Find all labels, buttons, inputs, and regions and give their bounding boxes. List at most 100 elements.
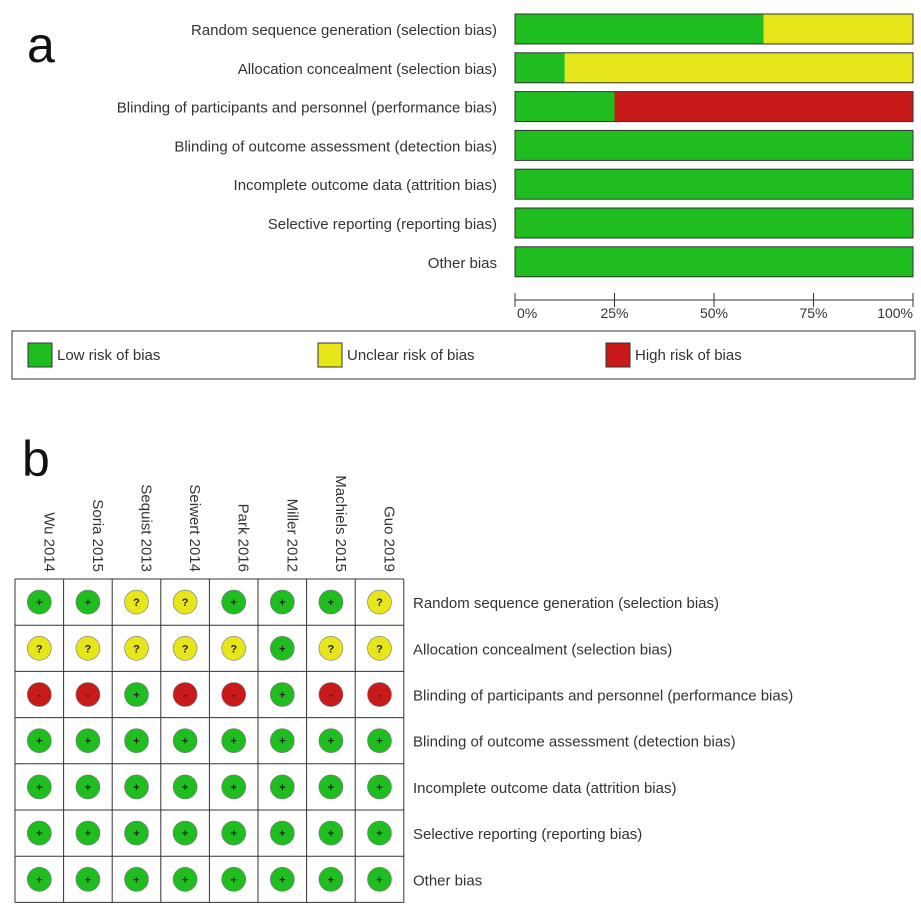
judgement-low	[26, 774, 52, 800]
judgement-symbol: ?	[36, 643, 43, 655]
study-label: Soria 2015	[89, 499, 106, 572]
judgement-low	[221, 774, 246, 800]
judgement-low	[26, 728, 52, 754]
domain-label: Random sequence generation (selection bi…	[413, 595, 719, 612]
bar-outline	[514, 52, 914, 84]
judgement-symbol: +	[376, 782, 382, 794]
judgement-symbol: +	[376, 736, 382, 748]
judgement-symbol: +	[279, 643, 285, 655]
judgement-symbol: ?	[182, 597, 189, 609]
judgement-low	[269, 682, 295, 707]
judgement-unclear	[124, 589, 149, 615]
domain-label: Blinding of participants and personnel (…	[413, 688, 793, 705]
judgement-low	[367, 820, 392, 846]
judgement-high	[221, 682, 246, 707]
judgement-symbol: +	[133, 736, 139, 748]
bar-segment-low	[515, 14, 764, 44]
judgement-symbol: ?	[133, 597, 140, 609]
judgement-low	[367, 866, 392, 892]
judgement-symbol: +	[133, 874, 139, 886]
bar-outline	[514, 246, 914, 278]
judgement-low	[221, 728, 246, 754]
judgement-symbol: -	[378, 690, 382, 702]
judgement-low	[269, 589, 295, 615]
x-tick-label: 100%	[877, 305, 913, 321]
study-label: Machiels 2015	[332, 475, 349, 572]
judgement-low	[26, 589, 52, 615]
judgement-low	[318, 728, 344, 754]
category-label: Allocation concealment (selection bias)	[238, 61, 497, 78]
judgement-symbol: +	[133, 828, 139, 840]
judgement-symbol: +	[36, 782, 42, 794]
judgement-symbol: +	[85, 736, 91, 748]
judgement-high	[367, 682, 392, 707]
bar-segment-low	[515, 246, 913, 277]
judgement-symbol: ?	[376, 643, 383, 655]
category-label: Blinding of participants and personnel (…	[117, 100, 497, 117]
judgement-high	[75, 682, 101, 707]
judgement-symbol: +	[230, 874, 236, 886]
judgement-symbol: +	[279, 736, 285, 748]
bar-segment-unclear	[564, 52, 913, 83]
x-tick-label: 50%	[700, 305, 728, 321]
judgement-symbol: +	[328, 874, 334, 886]
judgement-low	[124, 728, 149, 754]
bar-outline	[514, 129, 914, 161]
bar-segment-high	[614, 91, 913, 122]
judgement-low	[172, 866, 198, 892]
judgement-symbol: ?	[230, 643, 237, 655]
judgement-symbol: ?	[85, 643, 92, 655]
judgement-low	[26, 820, 52, 846]
risk-of-bias-graph-table: b Wu 2014 Soria 2015 Sequist 2013 Seiwert 2…	[14, 431, 793, 903]
legend: Low risk of bias Unclear risk of bias High…	[11, 330, 916, 380]
judgement-low	[75, 728, 101, 754]
judgement-symbol: +	[182, 782, 188, 794]
judgement-symbol: +	[36, 874, 42, 886]
bar-outline	[514, 207, 914, 239]
judgement-low	[75, 866, 101, 892]
x-tick-label: 25%	[600, 305, 628, 321]
judgement-low	[124, 866, 149, 892]
judgement-unclear	[75, 635, 101, 661]
judgement-symbol: +	[182, 736, 188, 748]
judgement-low	[172, 774, 198, 800]
judgement-symbol: +	[279, 690, 285, 702]
domain-label: Allocation concealment (selection bias)	[413, 641, 672, 658]
judgement-unclear	[318, 635, 344, 661]
bar-segment-low	[515, 52, 565, 83]
judgement-symbol: +	[182, 828, 188, 840]
category-label: Blinding of outcome assessment (detectio…	[174, 138, 497, 155]
bar-outline	[514, 91, 914, 123]
judgement-symbol: +	[36, 736, 42, 748]
legend-label: High risk of bias	[635, 347, 742, 364]
judgement-symbol: ?	[376, 597, 383, 609]
category-label: Other bias	[428, 255, 497, 272]
domain-label: Blinding of outcome assessment (detectio…	[413, 734, 736, 751]
judgement-unclear	[367, 635, 392, 661]
judgement-symbol: +	[230, 736, 236, 748]
bar-segment-low	[515, 208, 913, 238]
judgement-symbol: +	[328, 597, 334, 609]
judgement-symbol: +	[279, 874, 285, 886]
legend-label: Unclear risk of bias	[347, 347, 475, 364]
study-label: Miller 2012	[283, 499, 300, 572]
judgement-low	[269, 866, 295, 892]
x-tick-label: 75%	[799, 305, 827, 321]
legend-swatch-high	[605, 342, 631, 368]
judgement-low	[221, 589, 246, 615]
judgement-low	[269, 774, 295, 800]
judgement-low	[318, 774, 344, 800]
judgement-low	[367, 728, 392, 754]
judgement-low	[221, 820, 246, 846]
judgement-symbol: +	[328, 828, 334, 840]
judgement-symbol: +	[85, 828, 91, 840]
study-label: Wu 2014	[40, 512, 57, 572]
bar-outline	[514, 168, 914, 200]
judgement-low	[124, 682, 149, 707]
judgement-symbol: ?	[328, 643, 335, 655]
judgement-symbol: +	[279, 597, 285, 609]
category-label: Incomplete outcome data (attrition bias)	[234, 177, 497, 194]
judgement-low	[367, 774, 392, 800]
x-tick-label: 0%	[517, 305, 537, 321]
